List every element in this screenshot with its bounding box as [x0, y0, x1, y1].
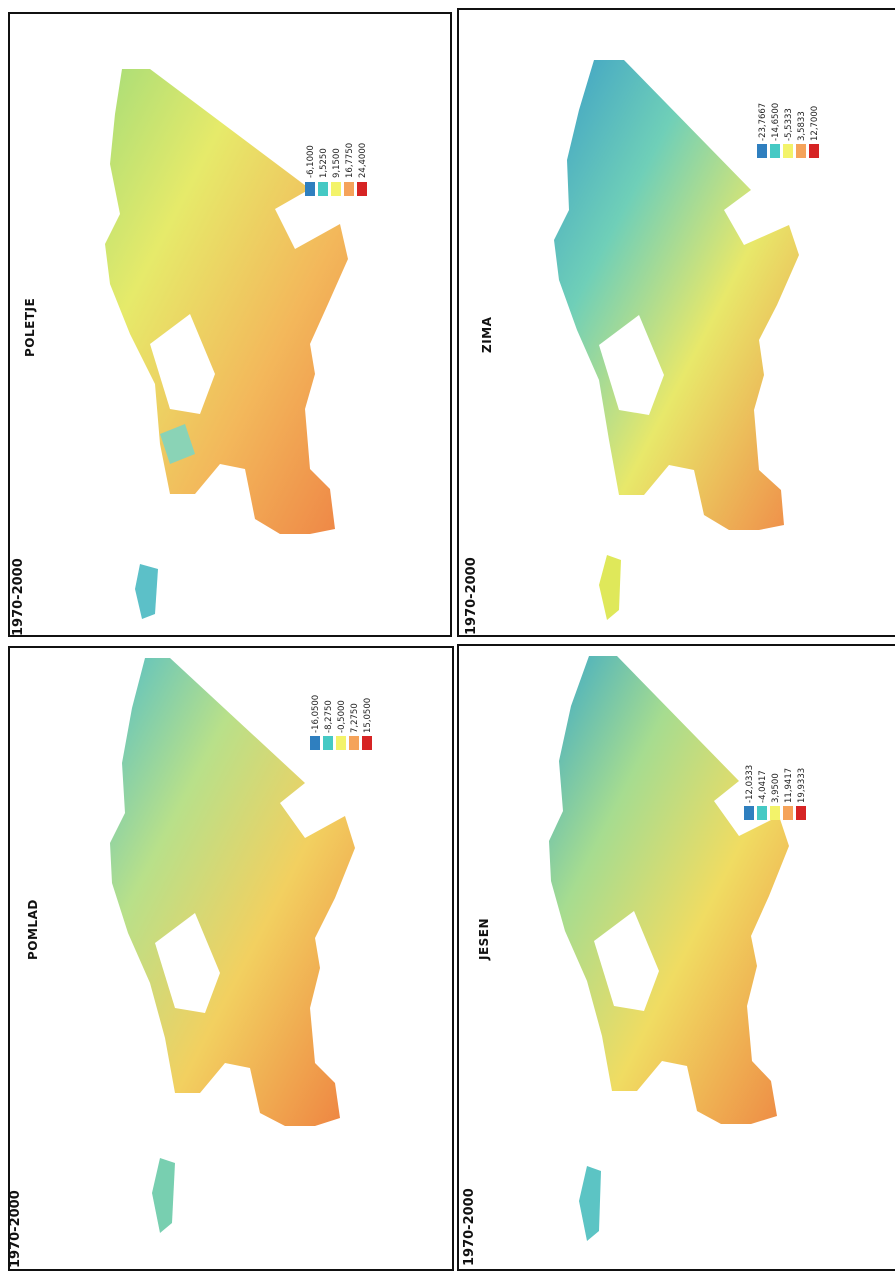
- legend-swatch: [331, 182, 341, 196]
- legend-swatch: [783, 144, 793, 158]
- legend-value: -8,2750: [324, 700, 334, 733]
- legend-value: 12,7000: [810, 105, 820, 141]
- season-title: POLETJE: [23, 297, 37, 357]
- legend-value: 3,5833: [797, 111, 807, 141]
- map-panel-jesen: -12,0333 -4,0417 3,9500 11,9417 19,9333 …: [457, 644, 895, 1271]
- legend-value: -5,5333: [784, 108, 794, 141]
- legend-value: 11,9417: [784, 767, 794, 803]
- season-title: POMLAD: [26, 899, 40, 960]
- season-title: JESEN: [477, 917, 491, 960]
- legend-swatch: [770, 144, 780, 158]
- legend-value: -0,5000: [337, 700, 347, 733]
- period-label: 1970-2000: [462, 1188, 477, 1266]
- map-zima: [554, 60, 799, 620]
- legend-value: 19,9333: [797, 767, 807, 803]
- legend-value: 16,7750: [345, 142, 355, 178]
- legend-value: 1,5250: [319, 148, 329, 178]
- map-panel-poletje: -6,1000 1,5250 9,1500 16,7750 24,4000 PO…: [8, 12, 452, 637]
- legend-value: 3,9500: [771, 773, 781, 803]
- legend-value: 7,2750: [350, 703, 360, 733]
- legend-value: -6,1000: [306, 145, 316, 178]
- legend-swatch: [770, 806, 780, 820]
- legend-swatch: [310, 736, 320, 750]
- map-panel-pomlad: -16,0500 -8,2750 -0,5000 7,2750 15,0500 …: [8, 646, 454, 1271]
- legend-value: -16,0500: [311, 694, 321, 733]
- legend-swatch: [305, 182, 315, 196]
- legend-value: -14,6500: [771, 102, 781, 141]
- legend-swatch: [344, 182, 354, 196]
- legend-swatch: [318, 182, 328, 196]
- legend-value: 15,0500: [363, 697, 373, 733]
- map-jesen: [549, 656, 789, 1241]
- legend-swatch: [796, 806, 806, 820]
- period-label: 1970-2000: [11, 558, 26, 636]
- legend-swatch: [349, 736, 359, 750]
- legend-value: -4,0417: [758, 770, 768, 803]
- season-title: ZIMA: [480, 316, 494, 353]
- legend-value: 9,1500: [332, 148, 342, 178]
- legend-swatch: [323, 736, 333, 750]
- map-panel-zima: -23,7667 -14,6500 -5,5333 3,5833 12,7000…: [457, 8, 895, 637]
- legend-swatch: [783, 806, 793, 820]
- legend-swatch: [357, 182, 367, 196]
- map-pomlad: [110, 658, 355, 1233]
- period-label: 1970-2000: [8, 1190, 23, 1268]
- legend-value: 24,4000: [358, 142, 368, 178]
- legend-swatch: [809, 144, 819, 158]
- legend-swatch: [796, 144, 806, 158]
- legend-swatch: [757, 144, 767, 158]
- legend-swatch: [336, 736, 346, 750]
- period-label: 1970-2000: [464, 557, 479, 635]
- legend-value: -23,7667: [758, 102, 768, 141]
- legend-swatch: [757, 806, 767, 820]
- legend-swatch: [744, 806, 754, 820]
- legend-swatch: [362, 736, 372, 750]
- legend-value: -12,0333: [745, 764, 755, 803]
- map-poletje: [105, 69, 348, 619]
